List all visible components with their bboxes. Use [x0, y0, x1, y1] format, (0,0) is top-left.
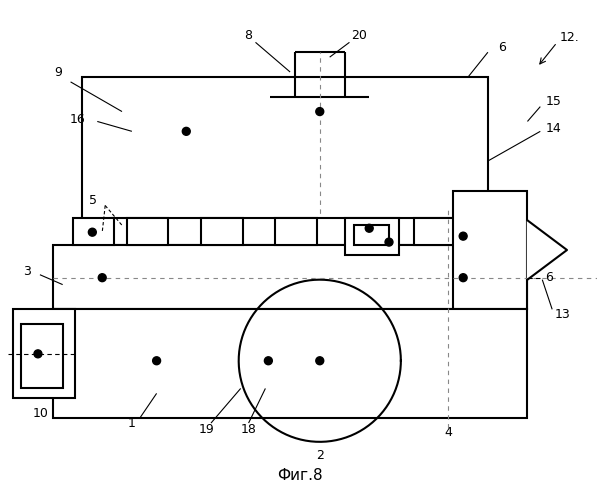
- Bar: [275, 218, 317, 245]
- Polygon shape: [527, 220, 567, 280]
- Circle shape: [98, 274, 106, 281]
- Bar: [73, 218, 114, 245]
- Circle shape: [385, 238, 393, 246]
- Bar: [344, 218, 399, 255]
- Bar: [201, 218, 242, 245]
- Text: 18: 18: [241, 424, 257, 436]
- Circle shape: [265, 357, 272, 364]
- Circle shape: [459, 232, 467, 240]
- Text: 3: 3: [23, 266, 31, 278]
- Text: 13: 13: [555, 308, 571, 321]
- Circle shape: [316, 108, 324, 116]
- Text: 20: 20: [352, 29, 367, 42]
- Bar: [21, 324, 62, 388]
- Polygon shape: [239, 280, 401, 442]
- Text: 15: 15: [545, 95, 561, 108]
- Text: 10: 10: [33, 406, 49, 420]
- Text: 16: 16: [70, 113, 85, 126]
- Bar: [127, 218, 169, 245]
- Bar: [53, 310, 527, 418]
- Text: 6: 6: [498, 41, 506, 54]
- Text: Фиг.8: Фиг.8: [277, 468, 323, 483]
- Text: 19: 19: [198, 424, 214, 436]
- Text: 6: 6: [545, 271, 553, 284]
- Text: 5: 5: [89, 194, 97, 207]
- Circle shape: [182, 128, 190, 136]
- Circle shape: [88, 228, 96, 236]
- Circle shape: [365, 224, 373, 232]
- Text: 14: 14: [545, 122, 561, 135]
- Bar: [112, 218, 488, 245]
- Bar: [453, 190, 527, 310]
- Bar: [53, 245, 527, 310]
- Bar: [414, 218, 455, 245]
- Text: 1: 1: [128, 416, 136, 430]
- Circle shape: [316, 357, 324, 364]
- Text: 4: 4: [445, 426, 452, 440]
- Bar: [355, 226, 389, 245]
- Circle shape: [459, 274, 467, 281]
- Text: 12.: 12.: [560, 31, 580, 44]
- Bar: [13, 310, 74, 398]
- Circle shape: [34, 350, 42, 358]
- Bar: [82, 77, 488, 221]
- Circle shape: [152, 357, 161, 364]
- Text: 9: 9: [54, 66, 62, 78]
- Text: 8: 8: [245, 29, 253, 42]
- Text: 2: 2: [316, 449, 324, 462]
